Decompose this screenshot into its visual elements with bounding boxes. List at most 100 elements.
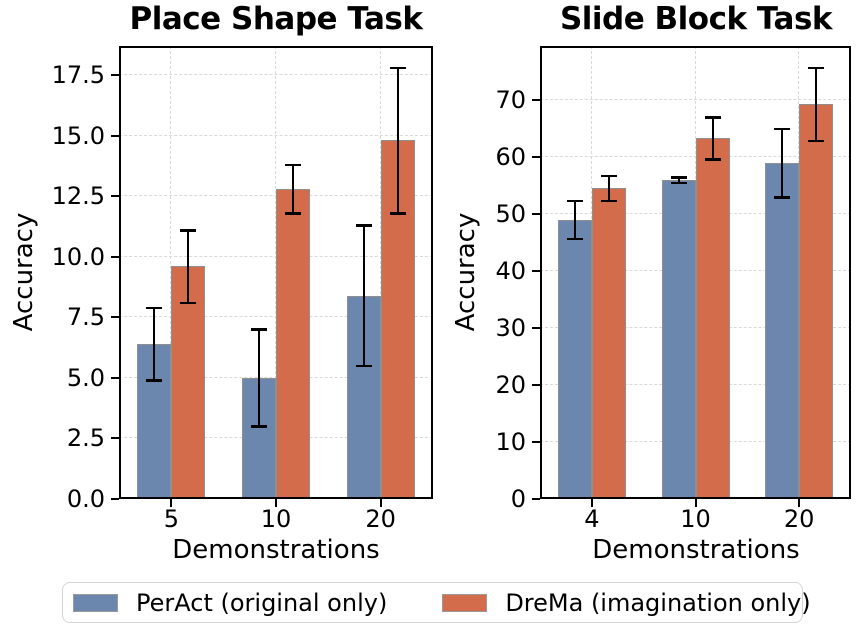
- gridline-h: [119, 74, 433, 76]
- error-bar-cap-top: [285, 163, 301, 167]
- y-tick-mark: [532, 327, 540, 330]
- spine-bottom: [119, 497, 433, 499]
- error-bar-cap-bottom: [285, 212, 301, 215]
- bar-peract-20: [765, 162, 800, 499]
- spine-left: [540, 46, 542, 499]
- y-tick-label: 10.0: [51, 242, 105, 271]
- y-tick-mark: [532, 213, 540, 216]
- spine-right: [431, 46, 433, 499]
- error-bar-line: [677, 177, 680, 183]
- bar-drema-10: [276, 188, 310, 499]
- bar-peract-4: [557, 219, 592, 499]
- x-tick-mark: [170, 499, 173, 507]
- error-bar-cap-bottom: [389, 212, 406, 215]
- y-tick-mark: [111, 376, 119, 379]
- x-tick-mark: [798, 499, 801, 507]
- x-tick-mark: [694, 499, 697, 507]
- legend-item-drema: DreMa (imagination only): [442, 588, 811, 617]
- spine-top: [119, 46, 433, 48]
- drema-color-swatch: [442, 593, 488, 612]
- x-tick-mark: [275, 499, 277, 507]
- spine-left: [119, 46, 121, 499]
- error-bar-cap-bottom: [251, 425, 267, 428]
- gridline-h: [119, 134, 433, 136]
- y-tick-mark: [111, 316, 119, 319]
- error-bar-line: [258, 329, 260, 427]
- error-bar-cap-top: [251, 328, 267, 331]
- legend-item-peract: PerAct (original only): [73, 589, 387, 617]
- y-tick-mark: [532, 384, 540, 387]
- error-bar-cap-top: [355, 224, 372, 227]
- error-bar-cap-bottom: [180, 301, 197, 305]
- error-bar-cap-top: [146, 306, 163, 310]
- legend-label-drema: DreMa (imagination only): [505, 588, 811, 617]
- x-tick-label: 10: [260, 505, 292, 533]
- y-tick-mark: [111, 195, 119, 198]
- gridline-v: [275, 46, 276, 499]
- error-bar-cap-top: [566, 199, 583, 203]
- y-tick-mark: [532, 270, 540, 273]
- y-tick-label: 17.5: [51, 61, 105, 90]
- error-bar-line: [292, 164, 294, 214]
- x-tick-label: 20: [783, 505, 815, 533]
- y-tick-label: 30: [495, 314, 526, 343]
- error-bar-cap-top: [808, 66, 825, 70]
- error-bar-cap-top: [389, 66, 406, 70]
- error-bar-line: [396, 67, 399, 214]
- error-bar-line: [187, 230, 190, 303]
- peract-color-swatch: [73, 593, 118, 612]
- y-tick-label: 7.5: [66, 303, 105, 332]
- spine-top: [540, 46, 851, 48]
- y-tick-label: 70: [495, 86, 526, 115]
- spine-right: [849, 46, 851, 499]
- error-bar-cap-top: [180, 229, 197, 232]
- error-bar-cap-top: [600, 174, 617, 178]
- y-tick-label: 50: [495, 200, 526, 229]
- error-bar-cap-bottom: [808, 139, 825, 143]
- x-tick-mark: [379, 499, 382, 507]
- error-bar-cap-top: [670, 176, 687, 179]
- y-tick-mark: [111, 437, 119, 440]
- gridline-h: [540, 99, 851, 101]
- y-tick-mark: [111, 74, 119, 77]
- chart-title-slide-block: Slide Block Task: [559, 1, 833, 37]
- error-bar-line: [815, 67, 818, 141]
- spine-bottom: [540, 497, 851, 499]
- error-bar-line: [711, 117, 714, 160]
- bar-drema-4: [591, 188, 626, 499]
- chart-title-place-shape: Place Shape Task: [129, 1, 423, 37]
- error-bar-cap-top: [704, 116, 721, 119]
- y-tick-label: 2.5: [66, 424, 105, 453]
- bar-drema-20: [380, 140, 415, 499]
- x-tick-label: 20: [365, 505, 396, 533]
- error-bar-cap-top: [774, 127, 791, 131]
- y-tick-mark: [532, 99, 540, 102]
- x-tick-mark: [590, 499, 593, 507]
- bar-drema-20: [799, 104, 834, 499]
- x-tick-label: 10: [680, 505, 711, 533]
- x-tick-label: 4: [584, 505, 600, 533]
- bar-peract-10: [661, 179, 696, 499]
- y-tick-label: 0: [510, 485, 526, 513]
- y-tick-label: 12.5: [51, 182, 105, 211]
- error-bar-cap-bottom: [600, 199, 617, 203]
- error-bar-cap-bottom: [146, 379, 163, 382]
- y-tick-label: 10: [495, 428, 526, 457]
- y-tick-mark: [111, 134, 119, 137]
- y-tick-mark: [532, 441, 540, 444]
- y-tick-mark: [532, 156, 540, 159]
- error-bar-cap-bottom: [670, 181, 687, 185]
- gridline-v: [170, 46, 172, 499]
- y-tick-label: 20: [495, 371, 526, 400]
- error-bar-cap-bottom: [355, 364, 372, 368]
- bar-drema-5: [171, 266, 206, 499]
- error-bar-cap-bottom: [566, 237, 583, 241]
- error-bar-line: [781, 128, 784, 197]
- y-tick-label: 40: [495, 257, 526, 286]
- x-axis-label-left: Demonstrations: [172, 535, 380, 565]
- x-tick-label: 5: [163, 505, 179, 533]
- bar-drema-10: [695, 138, 730, 499]
- legend-label-peract: PerAct (original only): [136, 588, 388, 617]
- error-bar-line: [153, 307, 156, 381]
